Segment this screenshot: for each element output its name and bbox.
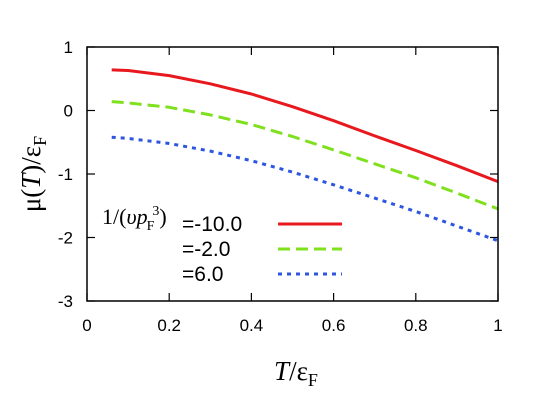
y-tick-label: 1 — [64, 38, 73, 57]
x-tick-label: 1 — [493, 316, 502, 335]
y-label-T: T — [16, 172, 46, 189]
legend-title-prefix: 1/( — [102, 204, 126, 229]
series-line-2 — [111, 100, 499, 211]
x-label-rest: /ε — [289, 356, 308, 386]
legend-title-sub: F — [147, 219, 155, 234]
y-axis-label: μ(T)/εF — [16, 136, 50, 212]
series-line-1 — [111, 68, 499, 183]
legend-title-suffix: ) — [159, 204, 166, 229]
y-tick-label: -3 — [58, 292, 73, 311]
y-label-rest: )/ε — [16, 146, 46, 174]
y-tick-label: -1 — [58, 165, 73, 184]
y-label-mu: μ( — [16, 189, 46, 212]
y-tick-label: 0 — [64, 102, 73, 121]
plot-frame — [86, 46, 499, 302]
x-axis-label: T/εF — [274, 356, 318, 390]
x-tick-label: 0.4 — [240, 316, 264, 335]
legend-title-p: p — [135, 204, 148, 229]
x-label-sub: F — [308, 370, 318, 390]
legend-label-1: =-10.0 — [182, 213, 242, 236]
x-tick-label: 0.6 — [322, 316, 346, 335]
y-tick-label: -2 — [58, 229, 73, 248]
svg-text:μ(T)/εF: μ(T)/εF — [16, 136, 50, 212]
y-label-sub: F — [30, 136, 50, 146]
x-tick-label: 0.8 — [404, 316, 428, 335]
legend-label-3: =6.0 — [182, 263, 223, 286]
legend-title: 1/(υpF3) — [102, 204, 167, 234]
legend-title-v: υ — [126, 204, 136, 229]
x-tick-label: 0.2 — [157, 316, 181, 335]
legend-title-sup: 3 — [152, 204, 159, 219]
legend-label-2: =-2.0 — [182, 238, 230, 261]
x-tick-label: 0 — [82, 316, 91, 335]
x-label-T: T — [274, 356, 291, 386]
legend: 1/(υpF3) =-10.0=-2.0=6.0 — [102, 204, 342, 286]
